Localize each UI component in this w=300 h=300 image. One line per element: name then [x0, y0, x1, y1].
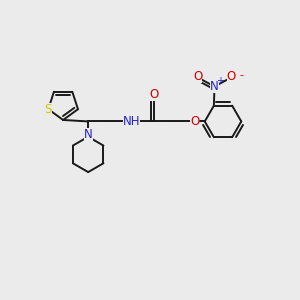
Text: O: O — [226, 70, 236, 83]
Text: N: N — [210, 80, 219, 93]
Text: -: - — [239, 70, 243, 80]
Text: +: + — [216, 76, 224, 85]
Text: N: N — [84, 128, 92, 141]
Text: O: O — [190, 115, 200, 128]
Text: O: O — [193, 70, 202, 83]
Text: S: S — [45, 103, 52, 116]
Text: O: O — [149, 88, 158, 101]
Text: NH: NH — [123, 115, 140, 128]
